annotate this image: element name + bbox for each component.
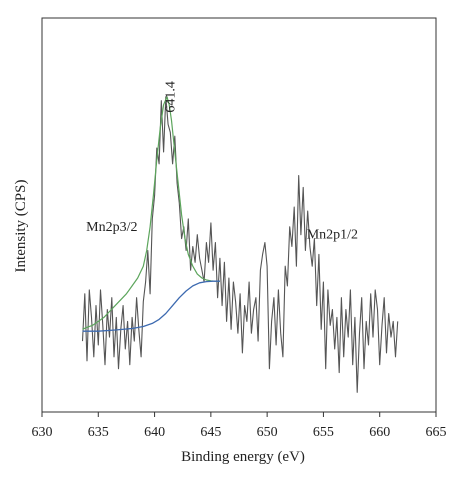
x-tick-label-655: 655 — [313, 425, 334, 440]
label-mn2p1-2: Mn2p1/2 — [307, 228, 358, 243]
x-axis-title: Binding energy (eV) — [181, 449, 305, 465]
plot-area — [81, 96, 399, 393]
x-tick-label-645: 645 — [200, 425, 221, 440]
y-axis-title: Intensity (CPS) — [13, 180, 29, 273]
x-tick-label-630: 630 — [32, 425, 53, 440]
x-tick-label-635: 635 — [88, 425, 109, 440]
x-tick-label-660: 660 — [369, 425, 390, 440]
x-tick-label-665: 665 — [426, 425, 447, 440]
x-tick-label-640: 640 — [144, 425, 165, 440]
label-mn2p3-2: Mn2p3/2 — [86, 220, 137, 235]
plot-frame — [41, 17, 437, 413]
peak-label-641-4: 641.4 — [163, 81, 178, 113]
measured-spectrum-line — [81, 96, 399, 393]
fitted-peak-line — [82, 96, 220, 330]
x-tick-label-650: 650 — [257, 425, 278, 440]
axes: 630 635 640 645 650 655 660 665 — [32, 17, 447, 440]
background-line — [82, 280, 220, 332]
